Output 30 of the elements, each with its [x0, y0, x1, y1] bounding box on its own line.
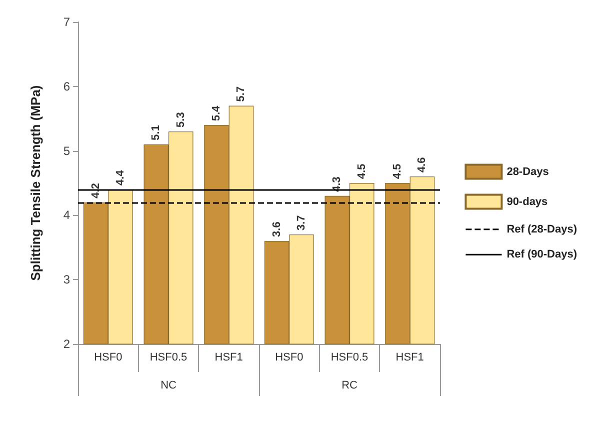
- data-label: 4.2: [90, 183, 102, 198]
- legend-label: Ref (90-Days): [506, 248, 578, 261]
- data-label: 5.4: [210, 104, 222, 122]
- y-tick-label: 2: [63, 337, 70, 351]
- legend-label: Ref (28-Days): [506, 223, 578, 236]
- text: NC: [160, 380, 176, 392]
- y-tick-label: 4: [63, 208, 70, 222]
- x-tick-label: HSF0: [94, 352, 122, 364]
- data-label: 5.7: [235, 86, 248, 102]
- data-label: 4.6: [416, 157, 428, 173]
- y-tick-label: 7: [63, 15, 70, 29]
- y-tick-label: 6: [63, 79, 70, 94]
- text: RC: [342, 380, 358, 392]
- data-label: 3.7: [296, 215, 308, 231]
- legend-label: 28-Days: [506, 166, 549, 178]
- x-tick-label: HSF0.5: [330, 352, 368, 364]
- x-tick-label: HSF1: [214, 352, 243, 364]
- y-tick-label: 3: [63, 272, 70, 287]
- x-tick-label: HSF0.5: [150, 352, 188, 364]
- y-tick-label: 5: [63, 144, 70, 158]
- x-tick-label: HSF0: [275, 352, 304, 364]
- data-label: 5.3: [174, 112, 187, 128]
- data-label: 4.4: [114, 169, 127, 186]
- data-label: 3.6: [270, 222, 283, 237]
- data-label: 4.5: [391, 164, 404, 179]
- data-label: 4.5: [356, 164, 368, 179]
- x-tick-label: HSF1: [396, 352, 424, 364]
- legend-label: 90-days: [506, 196, 548, 208]
- y-axis-title: Splitting Tensile Strength (MPa): [28, 85, 43, 281]
- data-label: 5.1: [150, 125, 162, 140]
